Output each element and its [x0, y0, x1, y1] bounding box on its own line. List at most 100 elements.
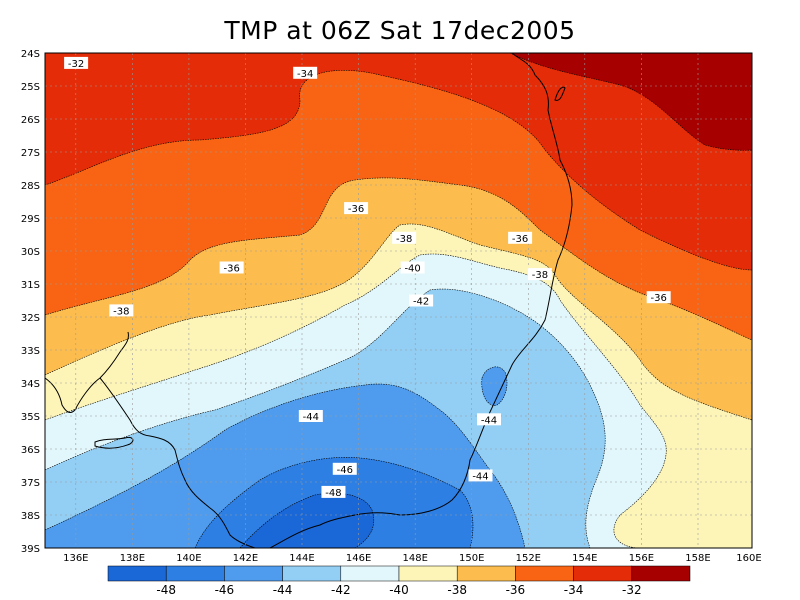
colorbar-swatch: [398, 565, 458, 582]
lon-tick-label: 156E: [629, 553, 654, 564]
lat-tick-label: 35S: [21, 412, 40, 423]
colorbar-swatch: [573, 565, 633, 582]
contour-label: -44: [298, 410, 323, 423]
lat-tick-label: 38S: [21, 511, 40, 522]
lon-tick-label: 160E: [736, 553, 761, 564]
colorbar-swatch: [631, 565, 691, 582]
colorbar-swatch: [515, 565, 574, 582]
colorbar-label: -46: [215, 583, 235, 597]
lon-tick-label: 142E: [233, 553, 258, 564]
colorbar-swatch: [282, 565, 342, 582]
contour-label: -48: [321, 485, 346, 499]
contour-lines: [45, 53, 752, 548]
lat-tick-label: 39S: [21, 544, 40, 555]
lon-tick-label: 146E: [346, 553, 371, 564]
contour-label: -32: [64, 56, 89, 70]
contour-label: -36: [344, 202, 369, 215]
lat-tick-label: 31S: [21, 280, 40, 291]
contour-label-box: [468, 469, 493, 482]
colorbar-swatch: [456, 565, 516, 582]
lon-tick-label: 136E: [63, 553, 88, 564]
lat-tick-label: 27S: [21, 148, 40, 159]
contour-label-box: [344, 202, 369, 215]
contour-label-text: -36: [651, 293, 667, 304]
contour-label-text: -36: [348, 204, 364, 215]
colorbar-label: -38: [447, 583, 467, 597]
contour-label: -36: [646, 291, 671, 304]
lat-axis-labels: 24S 25S 26S 27S 28S 29S 30S 31S 32S 33S …: [21, 49, 40, 555]
lon-axis-labels: 136E 138E 140E 142E 144E 146E 148E 150E …: [63, 553, 762, 564]
contour-label-text: -38: [396, 234, 412, 245]
lat-tick-label: 37S: [21, 478, 40, 489]
contour-label: -44: [468, 469, 493, 482]
contour-label-box: [646, 291, 671, 304]
plot-frame: [44, 52, 753, 549]
lat-tick-label: 32S: [21, 313, 40, 324]
contour-fills: [45, 53, 752, 548]
band-lt-48: [240, 493, 374, 548]
contour-label-text: -38: [532, 270, 548, 281]
band-46-44-east: [481, 366, 508, 406]
lon-tick-label: 158E: [685, 553, 710, 564]
contour-label: -36: [508, 231, 533, 245]
contour-label-text: -46: [337, 465, 353, 476]
contour-label-box: [64, 56, 89, 69]
contour-label-text: -34: [297, 69, 313, 80]
colorbar-label: -44: [273, 583, 293, 597]
lon-tick-label: 154E: [572, 553, 597, 564]
contour-label-box: [409, 294, 434, 307]
contour-label: -38: [527, 268, 552, 281]
colorbar-label: -34: [564, 583, 584, 597]
contour-label-layer: -32 -34 -36 -36 -38 -38 -36 -38 -40 -42 -36 -44 -44 -…: [64, 56, 671, 499]
lon-tick-label: 148E: [402, 553, 427, 564]
colorbar-label: -32: [622, 583, 642, 597]
contour-label-text: -42: [413, 297, 429, 308]
contour-label-box: [109, 304, 134, 317]
contour-label-text: -44: [472, 471, 488, 482]
colorbar-swatch: [107, 565, 167, 582]
coastline: [45, 53, 573, 548]
lon-tick-label: 140E: [176, 553, 201, 564]
contour-label: -36: [219, 261, 244, 275]
contour-label-text: -44: [481, 415, 497, 426]
contour-label-text: -38: [113, 306, 129, 317]
contour-label: -42: [409, 294, 434, 308]
lon-tick-label: 138E: [120, 553, 145, 564]
colorbar-swatch: [165, 565, 225, 582]
lon-tick-label: 144E: [289, 553, 314, 564]
contour-label-text: -36: [512, 234, 528, 245]
contour-label: -38: [392, 231, 417, 245]
colorbar-label: -40: [389, 583, 409, 597]
lat-tick-label: 28S: [21, 181, 40, 192]
contour-label: -34: [293, 66, 318, 80]
lat-tick-label: 29S: [21, 214, 40, 225]
colorbar-swatch: [224, 565, 283, 582]
contour-label-box: [293, 66, 318, 79]
contour-label-text: -36: [223, 264, 239, 275]
lat-tick-label: 25S: [21, 82, 40, 93]
lon-tick-label: 152E: [516, 553, 541, 564]
contour-label-box: [476, 413, 501, 426]
contour-label-text: -44: [303, 412, 319, 423]
contour-label-box: [392, 231, 417, 244]
contour-label-box: [527, 268, 552, 281]
contour-label-box: [400, 261, 425, 274]
colorbar-label: -36: [506, 583, 526, 597]
contour-label-text: -40: [404, 264, 420, 275]
contour-label-box: [298, 410, 323, 422]
contour-label-box: [321, 485, 346, 498]
contour-label: -46: [332, 462, 357, 476]
lat-tick-label: 26S: [21, 115, 40, 126]
colorbar: -48 -46 -44 -42 -40 -38 -36 -34 -32: [107, 565, 691, 597]
contour-label-text: -48: [325, 488, 341, 499]
contour-label-box: [508, 231, 533, 244]
contour-label: -44: [476, 413, 501, 426]
map-title: TMP at 06Z Sat 17dec2005: [224, 16, 576, 45]
colorbar-label: -48: [156, 583, 176, 597]
contour-label: -40: [400, 261, 425, 275]
lat-tick-label: 30S: [21, 247, 40, 258]
lat-tick-label: 36S: [21, 445, 40, 456]
colorbar-swatch: [340, 565, 400, 582]
contour-label-text: -32: [68, 59, 84, 70]
